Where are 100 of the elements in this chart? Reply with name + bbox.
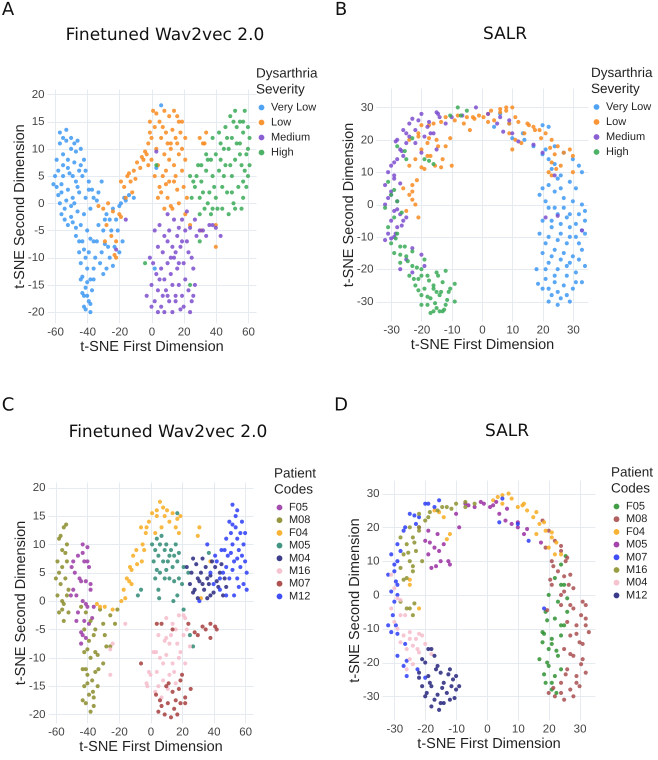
- y-axis-title: t-SNE Second Dimension: [12, 520, 29, 686]
- legend-label: M04: [626, 576, 648, 589]
- y-tick-label: -5: [34, 224, 44, 237]
- y-tick-label: -10: [362, 623, 380, 636]
- x-tick-label: -20: [112, 326, 128, 338]
- legend-label: Very Low: [606, 101, 652, 113]
- y-tick-label: -10: [28, 252, 44, 264]
- y-tick-label: 10: [366, 556, 380, 568]
- text: B: [334, 0, 348, 20]
- legend-title: Dysarthria Severity: [591, 65, 654, 96]
- x-axis-title: t-SNE First Dimension: [417, 736, 561, 752]
- x-tick-label: 60: [239, 726, 252, 738]
- y-tick-label: -10: [356, 231, 374, 244]
- x-tick-label: 0: [148, 326, 156, 338]
- legend-label: M04: [289, 552, 310, 564]
- y-tick-label: -15: [28, 279, 44, 292]
- legend-label: F05: [626, 500, 645, 512]
- y-tick-label: 0: [38, 198, 44, 210]
- y-tick-label: 0: [39, 596, 46, 608]
- legend-label: F05: [289, 502, 308, 514]
- x-tick-label: -30: [383, 324, 400, 336]
- legend-label: Medium: [271, 132, 310, 144]
- legend-title: Dysarthria Severity: [256, 66, 318, 96]
- legend-label: F04: [289, 526, 308, 539]
- y-tick-label: 15: [32, 116, 44, 128]
- x-tick-label: 30: [574, 724, 586, 736]
- x-tick-label: 20: [542, 724, 556, 736]
- x-tick-label: -60: [47, 326, 64, 338]
- x-tick-label: 30: [566, 324, 580, 336]
- legend-label: M07: [626, 551, 648, 564]
- legend-label: Very Low: [271, 102, 316, 114]
- legend-label: M08: [626, 513, 648, 526]
- y-tick-label: 20: [32, 482, 46, 494]
- x-tick-label: 20: [536, 324, 550, 336]
- legend-label: M05: [289, 540, 310, 552]
- text: A: [2, 0, 15, 20]
- y-axis-title: t-SNE Second Dimension: [12, 124, 28, 289]
- y-tick-label: 20: [360, 134, 374, 146]
- x-tick-label: 0: [148, 726, 154, 738]
- x-tick-label: -30: [386, 724, 404, 736]
- x-tick-label: -10: [448, 724, 465, 736]
- x-axis-title: t-SNE First Dimension: [79, 739, 223, 755]
- y-tick-label: -15: [28, 680, 46, 693]
- y-tick-label: -10: [28, 652, 46, 664]
- x-tick-label: -20: [417, 724, 434, 736]
- legend-title: Patient Codes: [611, 464, 654, 496]
- x-tick-label: 40: [208, 726, 220, 738]
- y-tick-label: 5: [39, 567, 46, 580]
- x-tick-label: 0: [479, 324, 486, 336]
- y-tick-label: -20: [28, 708, 46, 721]
- legend-label: Medium: [606, 131, 646, 143]
- x-tick-label: -10: [444, 324, 461, 336]
- legend-label: High: [606, 146, 629, 158]
- chart-title: Finetuned Wav2vec 2.0: [68, 422, 268, 442]
- y-tick-label: -5: [35, 624, 46, 636]
- x-axis-title: t-SNE First Dimension: [80, 339, 224, 355]
- x-tick-label: 10: [512, 724, 525, 736]
- x-axis-title: t-SNE First Dimension: [410, 337, 554, 353]
- y-tick-label: 0: [367, 199, 374, 211]
- y-tick-label: 30: [366, 488, 380, 500]
- chart-title: SALR: [484, 421, 530, 441]
- x-tick-label: 20: [178, 326, 191, 338]
- chart-title: Finetuned Wav2vec 2.0: [66, 25, 264, 45]
- legend-label: M08: [289, 514, 310, 526]
- legend-label: M05: [626, 538, 648, 551]
- legend-label: M16: [289, 565, 310, 577]
- y-tick-label: 20: [32, 88, 44, 101]
- y-tick-label: 0: [373, 589, 380, 602]
- x-tick-label: -40: [80, 726, 96, 738]
- legend-title: Patient Codes: [274, 466, 316, 496]
- chart-title: SALR: [482, 24, 528, 44]
- legend-label: M07: [289, 578, 310, 590]
- text: D: [334, 394, 348, 416]
- legend-label: M16: [626, 564, 648, 576]
- y-axis-title: t-SNE Second Dimension: [340, 122, 357, 288]
- y-tick-label: -20: [28, 306, 44, 319]
- legend-label: Low: [606, 116, 626, 128]
- legend-label: High: [271, 146, 294, 158]
- text: C: [2, 394, 14, 416]
- x-tick-label: -20: [111, 726, 128, 738]
- y-tick-label: -20: [356, 264, 374, 276]
- y-tick-label: 15: [32, 510, 46, 523]
- y-axis-title: t-SNE Second Dimension: [346, 518, 363, 683]
- y-tick-label: 20: [366, 522, 380, 534]
- x-tick-label: -20: [414, 324, 430, 336]
- x-tick-label: -60: [48, 726, 65, 738]
- legend-label: F04: [626, 526, 645, 538]
- x-tick-label: 0: [484, 724, 491, 736]
- legend-label: Low: [271, 116, 292, 128]
- legend-label: M12: [289, 590, 310, 602]
- y-tick-label: 10: [32, 143, 44, 156]
- x-tick-label: -40: [79, 326, 96, 338]
- legend-label: M12: [626, 589, 648, 602]
- y-tick-label: -20: [362, 657, 380, 670]
- x-tick-label: 10: [506, 324, 520, 336]
- x-tick-label: 60: [242, 326, 255, 338]
- x-tick-label: 40: [210, 326, 223, 338]
- x-tick-label: 20: [176, 726, 189, 738]
- y-tick-label: -30: [362, 690, 380, 703]
- y-tick-label: 30: [360, 102, 374, 114]
